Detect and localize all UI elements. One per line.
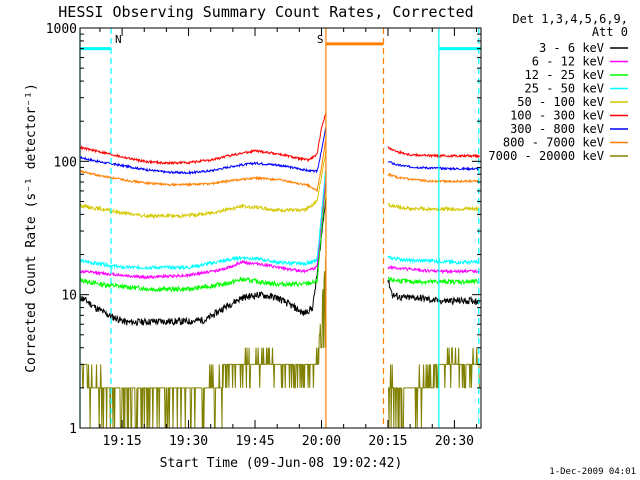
x-tick-label: 19:45 bbox=[235, 434, 274, 449]
series-50-100keV bbox=[79, 151, 480, 220]
series-800-7000keV bbox=[79, 140, 480, 193]
x-tick-label: 19:30 bbox=[169, 434, 208, 449]
series-line bbox=[79, 112, 327, 166]
x-tick-label: 20:15 bbox=[368, 434, 407, 449]
series-line bbox=[79, 176, 327, 280]
series-line bbox=[79, 127, 327, 176]
x-tick-label: 20:30 bbox=[435, 434, 474, 449]
series-12-25keV bbox=[79, 184, 480, 293]
series-line bbox=[387, 264, 480, 275]
x-tick-label: 19:15 bbox=[103, 434, 142, 449]
plot-frame bbox=[79, 27, 482, 429]
series-300-800keV bbox=[79, 127, 480, 176]
series-line bbox=[79, 169, 327, 271]
legend-label: 6 - 12 keV bbox=[532, 55, 604, 69]
legend-label: 3 - 6 keV bbox=[539, 41, 604, 55]
event-label: S bbox=[317, 33, 324, 46]
footer-date: 1-Dec-2009 04:01 bbox=[549, 467, 636, 477]
series-line bbox=[79, 184, 327, 293]
series-line bbox=[387, 172, 480, 184]
legend-header-line: Det 1,3,4,5,6,9, bbox=[512, 12, 628, 26]
legend-label: 7000 - 20000 keV bbox=[488, 149, 604, 163]
series-line bbox=[387, 160, 480, 172]
legend-label: 300 - 800 keV bbox=[510, 122, 604, 136]
series-line bbox=[79, 140, 327, 193]
series-line bbox=[79, 151, 327, 220]
legend-label: 100 - 300 keV bbox=[510, 109, 604, 123]
series-line bbox=[387, 255, 480, 265]
series-line bbox=[387, 201, 480, 213]
series-25-50keV bbox=[79, 169, 480, 271]
legend-label: 50 - 100 keV bbox=[517, 95, 604, 109]
y-tick-label: 1 bbox=[69, 422, 77, 437]
legend-label: 12 - 25 keV bbox=[525, 68, 604, 82]
series-100-300keV bbox=[79, 112, 480, 166]
legend-label: 25 - 50 keV bbox=[525, 82, 604, 96]
axes-layer: 1 10 100 1000 19:15 19:30 19:45 20:00 20:15 20:30 bbox=[46, 22, 481, 449]
series-6-12keV bbox=[79, 176, 480, 280]
series-line bbox=[387, 279, 480, 306]
x-tick-label: 20:00 bbox=[302, 434, 341, 449]
chart-title: HESSI Observing Summary Count Rates, Cor… bbox=[58, 3, 473, 21]
legend-label: 800 - 7000 keV bbox=[503, 136, 604, 150]
y-tick-label: 10 bbox=[61, 289, 77, 304]
series-line bbox=[387, 146, 480, 159]
x-axis-label: Start Time (09-Jun-08 19:02:42) bbox=[160, 456, 403, 471]
series-line bbox=[79, 198, 327, 327]
y-tick-label: 100 bbox=[54, 155, 77, 170]
event-label: N bbox=[115, 33, 122, 46]
y-axis-label: Corrected Count Rate (s⁻¹ detector⁻¹) bbox=[24, 83, 39, 373]
series-layer bbox=[79, 112, 480, 429]
series-3-6keV bbox=[79, 198, 480, 327]
y-tick-label: 1000 bbox=[46, 22, 77, 37]
series-line bbox=[388, 276, 480, 286]
legend-header-line: Att 0 bbox=[592, 25, 628, 39]
